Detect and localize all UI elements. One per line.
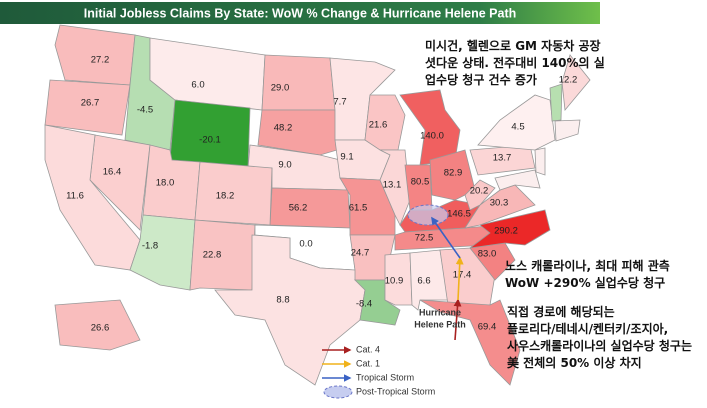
state xyxy=(399,89,461,166)
state-value: -20.1 xyxy=(199,135,221,146)
post-tropical-area xyxy=(407,204,449,226)
state-value: 7.7 xyxy=(333,97,346,108)
state-value: 9.0 xyxy=(278,160,291,171)
state-value: 24.7 xyxy=(351,248,370,259)
state-value: 82.9 xyxy=(444,168,463,179)
state-value: 0.0 xyxy=(299,239,312,250)
state-value: 22.8 xyxy=(203,250,222,261)
state xyxy=(419,299,521,386)
state-value: 80.5 xyxy=(411,177,430,188)
legend-label: Post-Tropical Storm xyxy=(356,386,435,396)
state-value: 13.7 xyxy=(493,153,512,164)
state-value: 140.0 xyxy=(420,131,444,142)
state-value: 61.5 xyxy=(349,203,368,214)
annotation-line: 노스 캐롤라이나, 최대 피해 관측 xyxy=(505,258,670,273)
state xyxy=(554,119,581,142)
annotation-line: WoW +290% 실업수당 청구 xyxy=(505,275,665,290)
state-value: 30.3 xyxy=(490,198,509,209)
state-value: 26.6 xyxy=(91,323,110,334)
state-value: 13.1 xyxy=(383,180,402,191)
legend-label: Cat. 4 xyxy=(356,344,380,354)
unlabeled-states xyxy=(494,83,581,191)
state xyxy=(464,179,496,211)
state xyxy=(379,149,411,226)
state-value: 10.9 xyxy=(385,276,404,287)
state-value: 16.4 xyxy=(103,167,122,178)
state-value: 8.8 xyxy=(276,295,289,306)
state-value: 4.5 xyxy=(511,122,524,133)
state xyxy=(54,299,141,351)
legend-label: Tropical Storm xyxy=(356,372,414,382)
state xyxy=(384,252,413,306)
title-bar xyxy=(0,2,600,24)
state-value: 83.0 xyxy=(478,249,497,260)
state-value: 48.2 xyxy=(274,123,293,134)
title: Initial Jobless Claims By State: WoW % C… xyxy=(84,6,517,20)
annotation-line: 직접 경로에 해당되는 xyxy=(507,304,615,319)
state-value: 17.4 xyxy=(453,270,472,281)
state xyxy=(189,219,256,291)
annotation-line: 미시건, 헬렌으로 GM 자동차 공장 xyxy=(425,38,601,53)
state-value: 12.2 xyxy=(559,75,578,86)
state-value: 18.2 xyxy=(216,191,235,202)
state xyxy=(561,54,591,111)
state-value: 290.2 xyxy=(494,226,518,237)
state-value: 26.7 xyxy=(81,98,100,109)
path-cat1 xyxy=(455,256,464,301)
state xyxy=(549,83,563,122)
state-value: -4.5 xyxy=(137,105,153,116)
state-value: 72.5 xyxy=(415,233,434,244)
state-value: 20.2 xyxy=(470,186,489,197)
state-value: 69.4 xyxy=(478,322,497,333)
state-value: 6.0 xyxy=(191,80,204,91)
annotation-michigan: 미시건, 헬렌으로 GM 자동차 공장 셧다운 상태. 전주대비 140%의 실… xyxy=(425,38,605,87)
state xyxy=(534,147,546,176)
annotation-line: 美 전체의 50% 이상 차지 xyxy=(507,355,642,370)
annotation-line: 플로리다/테네시/켄터키/조지아, xyxy=(507,321,668,336)
path-cat4 xyxy=(453,298,462,341)
annotation-line: 사우스캐롤라이나의 실업수당 청구는 xyxy=(507,338,692,353)
state xyxy=(194,161,273,226)
state-value: 27.2 xyxy=(91,55,110,66)
state xyxy=(44,79,131,136)
state-value: 29.0 xyxy=(271,83,290,94)
state-value: 9.1 xyxy=(340,152,353,163)
state xyxy=(494,169,541,191)
state xyxy=(257,109,338,156)
annotation-nc: 노스 캐롤라이나, 최대 피해 관측 WoW +290% 실업수당 청구 xyxy=(505,258,670,290)
annotation-line: 셧다운 상태. 전주대비 140%의 실 xyxy=(425,55,605,70)
annotation-path: 직접 경로에 해당되는 플로리다/테네시/켄터키/조지아, 사우스캐롤라이나의 … xyxy=(507,304,692,370)
path-label: Helene Path xyxy=(414,319,466,329)
legend: Cat. 4 Cat. 1 Tropical Storm Post-Tropic… xyxy=(322,344,435,399)
state-value: 18.0 xyxy=(156,178,175,189)
annotation-line: 업수당 청구 건수 증가 xyxy=(425,72,537,87)
state-value: -1.8 xyxy=(142,241,158,252)
state-value: 146.5 xyxy=(447,209,471,220)
path-tropical xyxy=(431,216,461,259)
path-label: Hurricane xyxy=(419,307,461,317)
state xyxy=(54,24,136,86)
state-value: 11.6 xyxy=(66,191,84,202)
states xyxy=(44,24,591,386)
values: 27.2 26.7 -4.5 6.0 -20.1 29.0 48.2 9.0 56.2 16.4 1… xyxy=(66,55,577,334)
legend-key xyxy=(323,385,353,399)
state-value: 56.2 xyxy=(289,203,308,214)
state-value: 21.6 xyxy=(369,120,388,131)
state-value: 6.6 xyxy=(417,276,430,287)
state xyxy=(469,209,551,249)
state xyxy=(269,187,351,229)
legend-label: Cat. 1 xyxy=(356,358,380,368)
state-value: -8.4 xyxy=(356,299,372,310)
state xyxy=(214,234,366,386)
